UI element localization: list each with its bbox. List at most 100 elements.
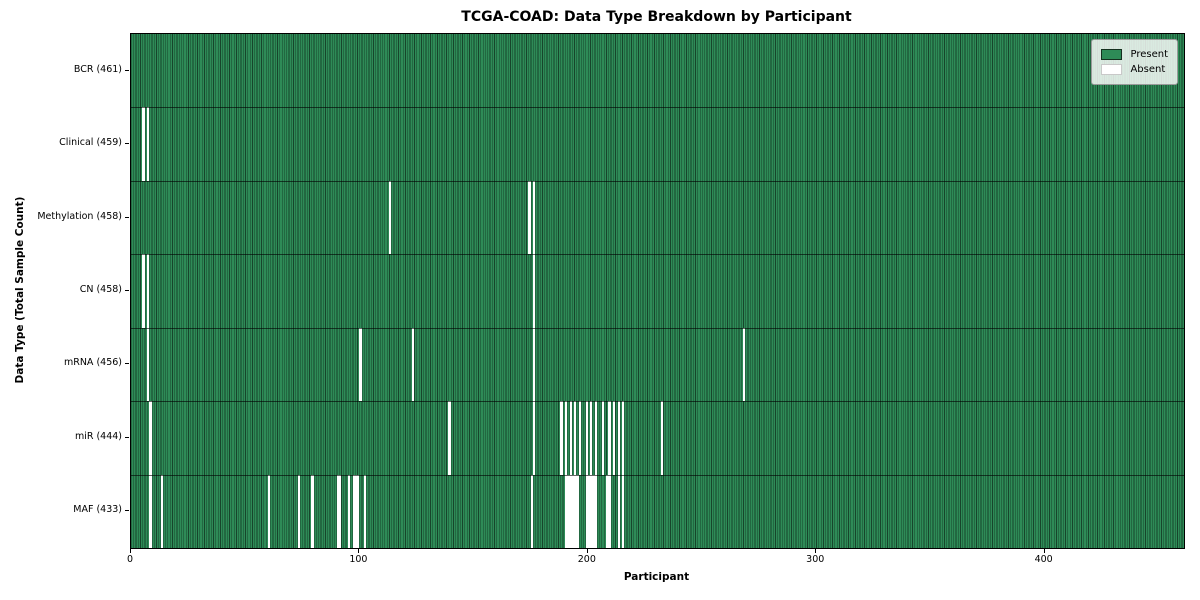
absent-stripe — [608, 474, 611, 548]
heatmap-row-cn — [131, 254, 1184, 328]
absent-stripe — [347, 474, 351, 548]
absent-stripe — [569, 474, 572, 548]
absent-stripe — [590, 474, 593, 548]
ytick-label: Methylation (458) — [37, 210, 122, 222]
absent-stripe — [533, 254, 536, 328]
absent-stripe — [571, 474, 575, 548]
row-separator — [131, 107, 1184, 109]
absent-stripe — [149, 474, 152, 548]
legend-item-present: Present — [1101, 48, 1168, 61]
ytick-label: MAF (433) — [73, 504, 122, 516]
absent-stripe — [533, 327, 536, 402]
ytick-mark — [125, 216, 129, 218]
absent-stripe — [149, 401, 152, 475]
absent-stripe — [574, 474, 577, 548]
xtick-label: 400 — [1034, 554, 1053, 565]
legend-item-absent: Absent — [1101, 63, 1168, 76]
absent-stripe — [660, 401, 664, 475]
row-separator — [131, 474, 1184, 476]
xtick-mark — [1043, 549, 1045, 553]
absent-stripe — [606, 474, 609, 548]
absent-stripe — [612, 401, 616, 475]
absent-stripe — [617, 474, 620, 548]
heatmap-row-mrna — [131, 327, 1184, 402]
xtick-label: 300 — [806, 554, 825, 565]
x-axis-title: Participant — [623, 571, 690, 583]
absent-stripe — [560, 401, 563, 475]
absent-stripe — [359, 327, 362, 402]
heatmap-row-methylation — [131, 180, 1184, 255]
absent-stripe — [448, 401, 451, 475]
absent-stripe — [146, 254, 150, 328]
absent-stripe — [622, 474, 625, 548]
ytick-label: Clinical (459) — [59, 137, 122, 149]
plot-area: Present Absent — [130, 33, 1185, 549]
legend-label-absent: Absent — [1130, 64, 1166, 75]
absent-stripe — [336, 474, 339, 548]
row-separator — [131, 401, 1184, 403]
chart-title: TCGA-COAD: Data Type Breakdown by Partic… — [461, 9, 852, 25]
ytick-mark — [125, 290, 129, 291]
absent-stripe — [567, 474, 570, 548]
absent-stripe — [357, 474, 360, 548]
absent-stripe — [574, 401, 577, 475]
absent-stripe — [622, 401, 625, 475]
xtick-label: 100 — [349, 554, 368, 565]
legend: Present Absent — [1091, 39, 1178, 85]
heatmap-row-bcr — [131, 34, 1184, 108]
absent-stripe — [592, 474, 595, 548]
row-separator — [131, 254, 1184, 256]
row-separator — [131, 327, 1184, 329]
absent-stripe — [590, 401, 593, 475]
absent-stripe — [354, 474, 358, 548]
absent-stripe — [617, 401, 620, 475]
row-separator — [131, 180, 1184, 182]
present-swatch — [1101, 49, 1123, 60]
xtick-label: 200 — [577, 554, 596, 565]
xtick-label: 0 — [126, 554, 134, 565]
heatmap-row-clinical — [131, 107, 1184, 181]
ytick-label: mRNA (456) — [63, 357, 122, 369]
absent-swatch — [1101, 64, 1123, 75]
ytick-mark — [125, 436, 129, 438]
xtick-mark — [358, 549, 360, 553]
ytick-mark — [125, 69, 129, 71]
absent-stripe — [297, 474, 301, 548]
legend-label-present: Present — [1130, 49, 1168, 60]
absent-stripe — [530, 474, 533, 548]
absent-stripe — [608, 401, 611, 475]
absent-stripe — [576, 474, 579, 548]
ytick-mark — [125, 363, 129, 365]
absent-stripe — [585, 474, 588, 548]
absent-stripe — [142, 254, 145, 328]
absent-stripe — [569, 401, 572, 475]
absent-stripe — [743, 327, 746, 402]
absent-stripe — [268, 474, 271, 548]
xtick-mark — [586, 549, 588, 553]
absent-stripe — [389, 180, 392, 255]
absent-stripe — [528, 180, 531, 255]
absent-stripe — [578, 401, 581, 475]
ytick-label: CN (458) — [79, 284, 122, 295]
ytick-mark — [125, 143, 129, 145]
heatmap-row-maf — [131, 474, 1184, 548]
absent-stripe — [146, 107, 150, 181]
ytick-label: BCR (461) — [73, 63, 122, 75]
absent-stripe — [564, 401, 568, 475]
ytick-label: miR (444) — [74, 430, 122, 442]
absent-stripe — [594, 474, 597, 548]
xtick-mark — [815, 549, 817, 553]
ytick-mark — [125, 510, 129, 512]
absent-stripe — [146, 327, 150, 402]
absent-stripe — [311, 474, 314, 548]
absent-stripe — [587, 474, 591, 548]
absent-stripe — [411, 327, 415, 402]
absent-stripe — [363, 474, 367, 548]
heatmap-row-mir — [131, 401, 1184, 475]
xtick-mark — [130, 549, 131, 553]
absent-stripe — [160, 474, 163, 548]
absent-stripe — [601, 401, 604, 475]
absent-stripe — [338, 474, 342, 548]
absent-stripe — [564, 474, 568, 548]
